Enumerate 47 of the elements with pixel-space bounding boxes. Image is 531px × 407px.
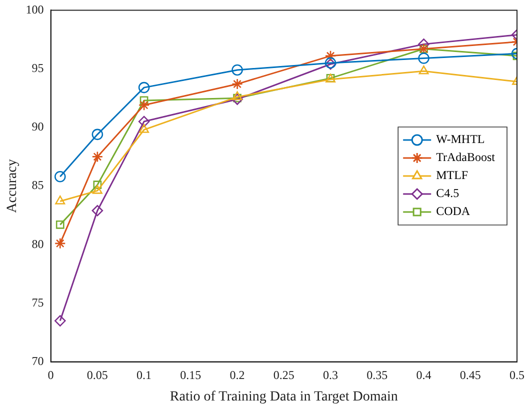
point — [54, 170, 66, 182]
y-tick-label: 100 — [26, 2, 44, 16]
y-tick-label: 75 — [32, 295, 44, 310]
point — [138, 116, 150, 128]
x-tick-label: 0.05 — [86, 368, 108, 382]
point — [92, 185, 102, 194]
x-tick-label: 0.1 — [136, 368, 152, 382]
x-tick-label: 0.15 — [180, 368, 202, 382]
legend-label: MTLF — [436, 168, 468, 182]
y-tick-label: 95 — [32, 60, 44, 75]
point — [55, 196, 66, 204]
point — [418, 52, 430, 64]
point — [92, 204, 104, 216]
x-tick-label: 0.5 — [510, 368, 524, 382]
legend-label: C4.5 — [436, 186, 460, 200]
x-tick-label: 0.45 — [460, 368, 481, 382]
point — [54, 238, 66, 250]
point — [54, 315, 66, 326]
point — [232, 64, 243, 76]
x-tick-label: 0.25 — [273, 368, 294, 382]
y-tick-label: 70 — [32, 354, 44, 368]
legend-label: CODA — [436, 204, 470, 218]
x-axis-title: Ratio of Training Data in Target Domain — [170, 389, 398, 404]
point — [92, 128, 104, 140]
point — [232, 78, 243, 90]
point — [92, 151, 104, 162]
y-tick-label: 90 — [32, 120, 44, 134]
x-tick-label: 0.4 — [416, 368, 432, 382]
point — [138, 82, 150, 94]
y-axis-title: Accuracy — [5, 159, 20, 213]
x-tick-label: 0.2 — [230, 368, 245, 382]
point — [139, 124, 150, 133]
point — [232, 91, 242, 100]
point — [138, 99, 150, 111]
point — [418, 65, 429, 74]
point — [93, 180, 102, 190]
x-tick-label: 0 — [48, 368, 54, 382]
x-tick-label: 0.3 — [323, 368, 338, 382]
y-tick-label: 85 — [32, 178, 44, 192]
point — [232, 94, 243, 105]
point — [56, 220, 64, 229]
x-tick-label: 0.35 — [366, 368, 388, 382]
legend-label: TrAdaBoost — [436, 150, 496, 164]
point — [140, 96, 148, 105]
y-tick-label: 80 — [32, 236, 44, 251]
legend-label: W-MHTL — [436, 132, 485, 146]
point — [324, 50, 336, 62]
